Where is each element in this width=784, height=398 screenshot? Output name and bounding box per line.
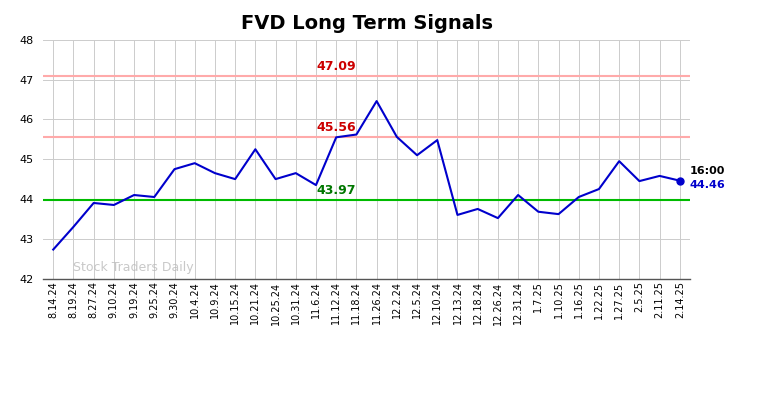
Text: 43.97: 43.97: [317, 184, 356, 197]
Text: 16:00: 16:00: [690, 166, 725, 176]
Text: Stock Traders Daily: Stock Traders Daily: [74, 261, 194, 274]
Title: FVD Long Term Signals: FVD Long Term Signals: [241, 14, 492, 33]
Text: 47.09: 47.09: [317, 60, 356, 73]
Text: 44.46: 44.46: [690, 179, 726, 190]
Point: [673, 178, 686, 184]
Text: 45.56: 45.56: [317, 121, 356, 134]
